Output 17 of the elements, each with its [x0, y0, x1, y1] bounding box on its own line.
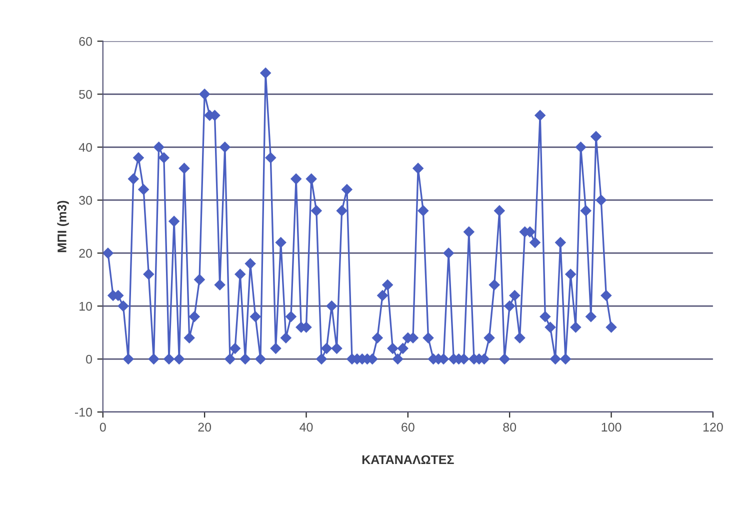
x-tick-label: 0	[100, 422, 106, 432]
x-tick-label: 120	[703, 422, 723, 432]
y-tick-label: 30	[79, 196, 92, 205]
x-tick-label: 60	[402, 422, 414, 432]
y-tick-label: 10	[80, 302, 92, 311]
y-axis-title: ΜΠΙ (m3)	[57, 200, 69, 252]
x-tick-label: 80	[503, 422, 516, 432]
y-tick-label: 0	[86, 354, 92, 364]
y-tick-label: -10	[74, 408, 92, 417]
x-tick-label: 40	[300, 422, 313, 432]
y-tick-label: 40	[78, 142, 92, 152]
x-axis-title: ΚΑΤΑΝΑΛΩΤΕΣ	[362, 455, 454, 464]
x-tick-label: 20	[198, 422, 212, 432]
y-tick-label: 60	[79, 37, 92, 46]
x-tick-label: 100	[602, 422, 622, 432]
y-tick-label: 50	[79, 90, 92, 99]
y-tick-label: 20	[79, 248, 92, 258]
